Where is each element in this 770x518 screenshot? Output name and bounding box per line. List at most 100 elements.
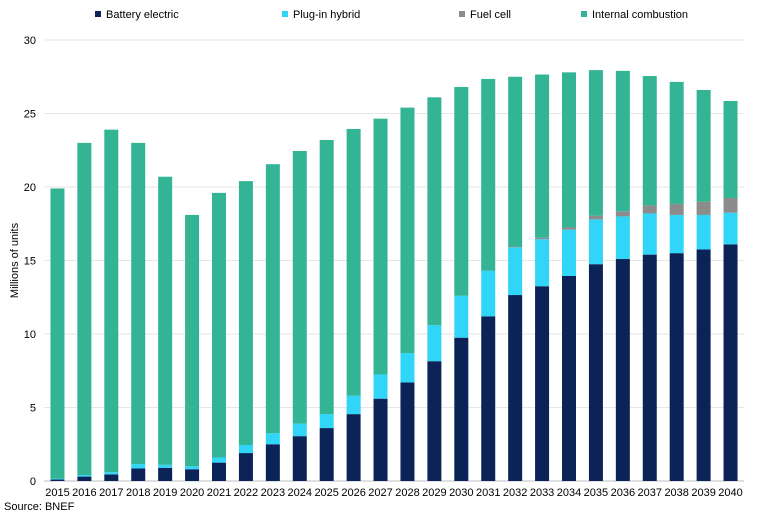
bar-segment-plug-in-hybrid xyxy=(319,414,334,429)
bar-segment-plug-in-hybrid xyxy=(158,464,173,468)
bar-segment-internal-combustion xyxy=(669,81,684,204)
bar-segment-plug-in-hybrid xyxy=(669,214,684,254)
bar-segment-fuel-cell xyxy=(508,246,523,248)
y-tick-label: 5 xyxy=(30,403,36,415)
bar-segment-fuel-cell xyxy=(669,203,684,215)
bar-segment-battery-electric xyxy=(77,476,92,481)
bar-segment-battery-electric xyxy=(50,479,65,481)
bar-segment-internal-combustion xyxy=(238,181,253,445)
bar-segment-internal-combustion xyxy=(346,128,361,396)
bar-segment-fuel-cell xyxy=(588,215,603,220)
bar-segment-battery-electric xyxy=(723,244,738,481)
bar-segment-battery-electric xyxy=(615,259,630,481)
y-tick-label: 30 xyxy=(24,35,36,47)
bar-segment-battery-electric xyxy=(427,361,442,481)
y-axis: 0 5 10 15 20 25 30 xyxy=(24,35,36,488)
bar-segment-internal-combustion xyxy=(265,164,280,434)
bar-segment-fuel-cell xyxy=(696,201,711,215)
bar-segment-plug-in-hybrid xyxy=(562,229,576,276)
bar-segment-battery-electric xyxy=(212,462,226,481)
y-tick-label: 20 xyxy=(24,182,36,194)
bar-segment-battery-electric xyxy=(319,428,334,481)
bar-segment-battery-electric xyxy=(696,249,711,481)
gridlines xyxy=(44,39,744,482)
bar-segment-battery-electric xyxy=(131,468,146,481)
bar-segment-internal-combustion xyxy=(642,76,657,206)
bar-segment-plug-in-hybrid xyxy=(77,475,92,477)
bar-segment-plug-in-hybrid xyxy=(292,423,307,437)
bar-segment-battery-electric xyxy=(535,286,550,481)
bar-segment-internal-combustion xyxy=(696,89,711,202)
legend-swatch xyxy=(581,11,587,17)
source-note: Source: BNEF xyxy=(4,501,75,513)
legend-label: Internal combustion xyxy=(592,9,688,21)
bar-segment-internal-combustion xyxy=(454,87,469,296)
x-tick-label: 2029 xyxy=(422,487,446,499)
bar-segment-battery-electric xyxy=(481,316,496,481)
x-tick-label: 2038 xyxy=(664,487,688,499)
bar-segment-fuel-cell xyxy=(562,227,576,230)
bar-segment-plug-in-hybrid xyxy=(642,213,657,255)
legend-swatch xyxy=(95,11,101,17)
bar-segment-internal-combustion xyxy=(481,78,496,271)
x-tick-label: 2031 xyxy=(476,487,500,499)
x-tick-label: 2027 xyxy=(368,487,392,499)
bar-segment-internal-combustion xyxy=(400,107,415,354)
bar-segment-internal-combustion xyxy=(185,214,200,467)
bar-segment-battery-electric xyxy=(562,275,576,481)
x-tick-label: 2020 xyxy=(180,487,204,499)
legend-swatch xyxy=(459,11,465,17)
bar-segment-internal-combustion xyxy=(158,176,173,465)
x-tick-label: 2028 xyxy=(395,487,419,499)
bar-segment-internal-combustion xyxy=(50,188,65,479)
bar-segment-internal-combustion xyxy=(427,97,442,326)
bar-segment-internal-combustion xyxy=(212,192,226,458)
x-tick-label: 2019 xyxy=(153,487,177,499)
x-tick-label: 2023 xyxy=(261,487,285,499)
bar-segment-battery-electric xyxy=(588,264,603,481)
bar-segment-internal-combustion xyxy=(104,129,119,473)
bar-segment-battery-electric xyxy=(265,444,280,481)
bar-segment-plug-in-hybrid xyxy=(185,466,200,470)
x-tick-label: 2034 xyxy=(557,487,581,499)
bar-segment-battery-electric xyxy=(669,253,684,481)
bar-segment-internal-combustion xyxy=(319,139,334,415)
x-tick-label: 2018 xyxy=(126,487,150,499)
bar-segment-plug-in-hybrid xyxy=(265,433,280,445)
bar-segment-fuel-cell xyxy=(723,198,738,213)
bar-segment-internal-combustion xyxy=(508,76,523,247)
x-tick-label: 2016 xyxy=(72,487,96,499)
x-tick-label: 2040 xyxy=(718,487,742,499)
x-tick-label: 2033 xyxy=(530,487,554,499)
y-tick-label: 10 xyxy=(24,329,36,341)
bar-segment-plug-in-hybrid xyxy=(50,478,65,480)
bar-segment-plug-in-hybrid xyxy=(373,374,388,399)
bar-segment-internal-combustion xyxy=(77,142,92,476)
bar-segment-internal-combustion xyxy=(588,70,603,216)
x-tick-label: 2037 xyxy=(638,487,662,499)
bar-segment-battery-electric xyxy=(454,337,469,481)
bar-segment-plug-in-hybrid xyxy=(588,219,603,265)
bar-segment-internal-combustion xyxy=(723,101,738,199)
x-tick-label: 2022 xyxy=(234,487,258,499)
bar-segment-fuel-cell xyxy=(642,205,657,214)
x-tick-label: 2021 xyxy=(207,487,231,499)
bar-segment-battery-electric xyxy=(292,436,307,481)
bar-segment-battery-electric xyxy=(346,414,361,481)
x-tick-label: 2025 xyxy=(314,487,338,499)
x-tick-label: 2035 xyxy=(584,487,608,499)
legend: Battery electric Plug-in hybrid Fuel cell I… xyxy=(95,9,688,21)
legend-swatch xyxy=(282,11,288,17)
bar-segment-plug-in-hybrid xyxy=(696,214,711,250)
bar-segment-battery-electric xyxy=(642,254,657,481)
bar-segment-battery-electric xyxy=(185,469,200,481)
x-axis: 2015 2016 2017 2018 2019 2020 2021 2022 2023 2024… xyxy=(45,487,743,499)
bar-segment-battery-electric xyxy=(158,467,173,481)
bar-segment-fuel-cell xyxy=(535,237,550,240)
bar-segment-fuel-cell xyxy=(615,211,630,217)
bar-segment-plug-in-hybrid xyxy=(212,457,226,463)
bar-segment-plug-in-hybrid xyxy=(508,247,523,296)
bar-segment-battery-electric xyxy=(104,474,119,481)
x-tick-label: 2026 xyxy=(341,487,365,499)
legend-label: Fuel cell xyxy=(470,9,511,21)
